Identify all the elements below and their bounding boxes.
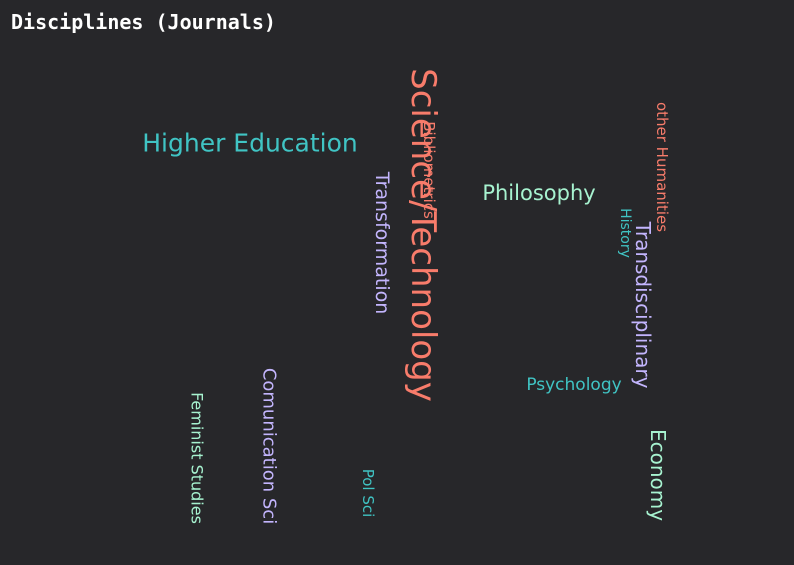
word-history: History (617, 208, 633, 258)
word-other-humanities: other Humanities (653, 102, 671, 232)
word-feminist-studies: Feminist Studies (188, 392, 207, 524)
word-science-technology: Science/Technology (403, 68, 443, 402)
word-transformation: Transformation (371, 171, 393, 315)
word-philosophy: Philosophy (482, 181, 595, 205)
word-higher-education: Higher Education (142, 129, 358, 158)
word-transdisciplinary: Transdisciplinary (631, 221, 655, 389)
word-bibliometrics: Bibliometrics (420, 121, 438, 219)
word-pol-sci: Pol Sci (359, 469, 377, 518)
word-economy: Economy (646, 429, 670, 521)
word-psychology: Psychology (526, 375, 621, 395)
chart-title: Disciplines (Journals) (11, 10, 276, 34)
word-comunication-sci: Comunication Sci (259, 368, 280, 524)
